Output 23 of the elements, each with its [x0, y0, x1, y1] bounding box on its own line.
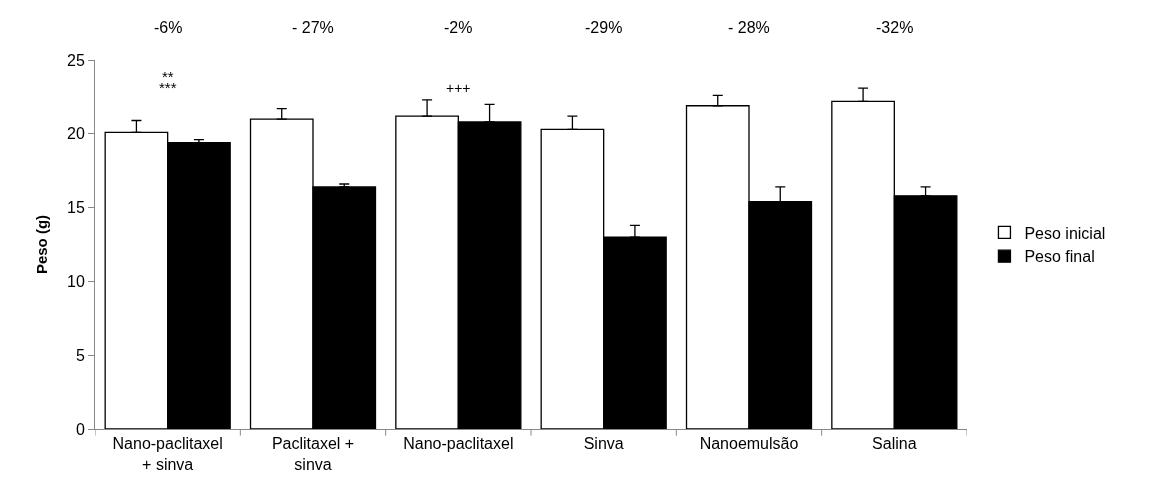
annotation: +++ [446, 80, 471, 96]
x-tick-label: Paclitaxel + sinva [271, 435, 355, 473]
legend-label: Peso inicial [1024, 224, 1106, 242]
text: -29% [585, 19, 623, 36]
text: -32% [876, 19, 914, 36]
x-tick-label: Nano-paclitaxel + sinva [112, 435, 223, 473]
y-axis-title: Peso (g) [33, 214, 51, 275]
annotation: *** [159, 79, 177, 96]
y-tick-label: 25 [67, 51, 85, 69]
y-tick-label: 15 [67, 199, 85, 217]
y-tick-label: 0 [75, 420, 85, 438]
text: - 27% [292, 19, 334, 36]
y-tick-label: 10 [67, 273, 85, 290]
x-tick-label: Nanoemulsão [699, 435, 799, 453]
x-tick-label: Nano-paclitaxel [403, 435, 514, 453]
legend-label: Peso final [1024, 248, 1095, 266]
y-tick-label: 5 [75, 346, 85, 364]
x-tick-label: Salina [872, 435, 917, 453]
x-tick-label: Sinva [583, 435, 624, 453]
text: - 28% [728, 19, 770, 36]
text: -6% [154, 19, 183, 36]
text: -2% [444, 19, 473, 36]
y-tick-label: 20 [67, 125, 85, 143]
